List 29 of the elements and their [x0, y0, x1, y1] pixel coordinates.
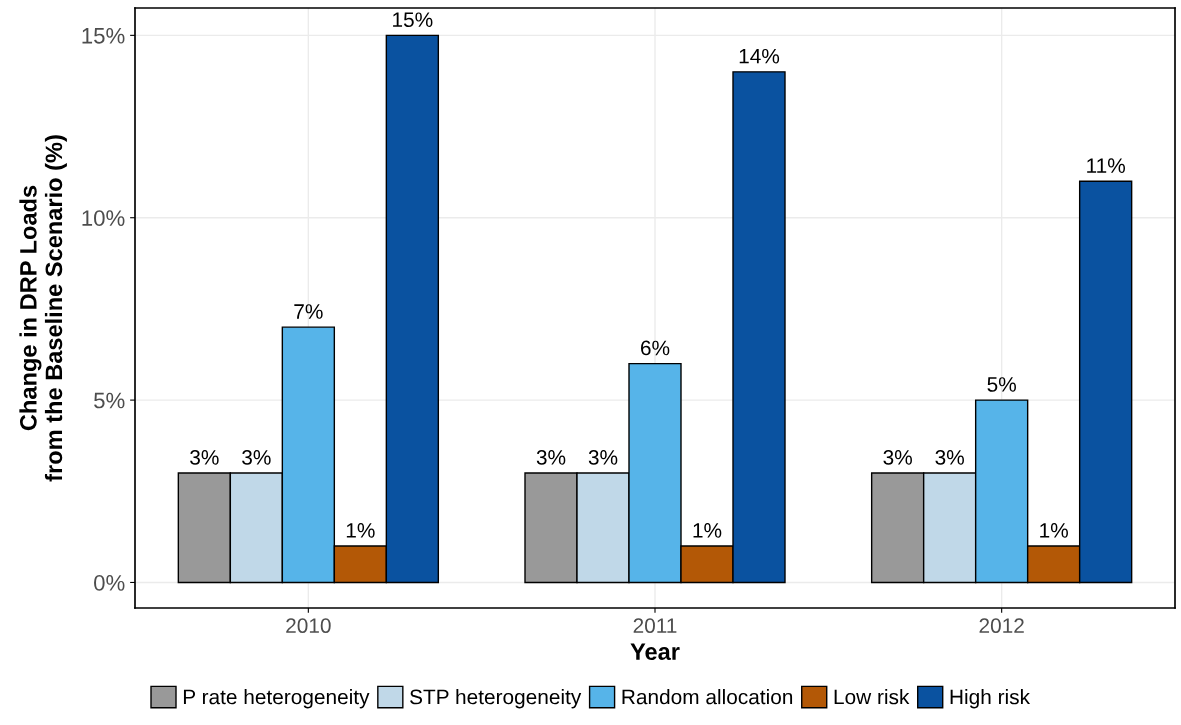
- data-label: 3%: [242, 450, 271, 465]
- legend-label: STP heterogeneity: [410, 689, 582, 709]
- data-label: 3%: [536, 450, 566, 465]
- legend-label: Random allocation: [622, 689, 793, 705]
- legend-label: Low risk: [834, 689, 910, 705]
- y-tick-label: 15%: [82, 27, 125, 44]
- legend-label: High risk: [950, 689, 1031, 709]
- x-axis-title: Year: [630, 643, 680, 661]
- y-tick-label: 0%: [94, 575, 125, 591]
- data-label: 1%: [1040, 523, 1068, 538]
- y-tick-label: 5%: [94, 392, 125, 409]
- data-label: 15%: [393, 12, 433, 28]
- data-label: 3%: [190, 450, 219, 465]
- legend-label: P rate heterogeneity: [183, 689, 370, 709]
- y-tick-label: 10%: [82, 210, 125, 226]
- data-label: 11%: [1087, 158, 1126, 173]
- data-label: 7%: [294, 304, 323, 319]
- data-label: 1%: [346, 523, 375, 538]
- data-label: 3%: [883, 450, 912, 465]
- data-label: 6%: [641, 340, 670, 356]
- data-label: 1%: [693, 523, 722, 538]
- data-label: 3%: [935, 450, 964, 465]
- data-label: 5%: [987, 377, 1016, 392]
- data-label: 3%: [588, 450, 618, 465]
- x-tick-label: 2012: [979, 618, 1024, 634]
- data-label: 14%: [739, 48, 780, 64]
- x-tick-label: 2011: [633, 618, 677, 634]
- y-axis-title: Change in DRP Loads from the Baseline Scenario (%): [19, 135, 67, 482]
- x-tick-label: 2010: [286, 618, 331, 634]
